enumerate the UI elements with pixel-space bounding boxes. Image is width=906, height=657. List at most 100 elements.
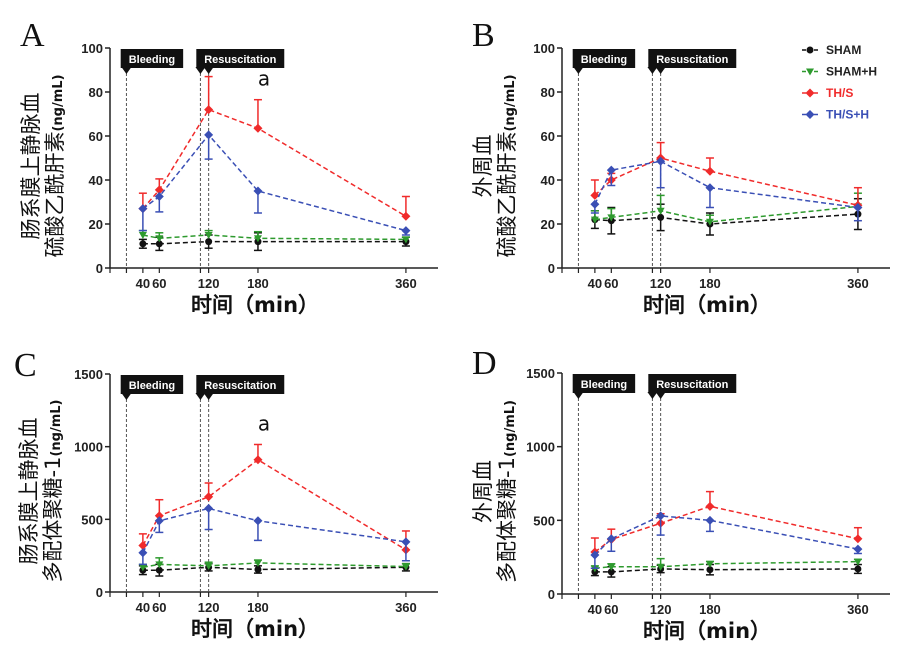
y-tick-label: 500 — [533, 513, 555, 528]
bleeding-arrow — [121, 393, 132, 400]
data-point — [853, 544, 863, 554]
bleeding-arrow — [121, 67, 132, 74]
data-point — [590, 216, 599, 224]
y-axis-label-line1: 外周血 — [471, 460, 495, 523]
data-point — [656, 207, 665, 215]
data-point — [607, 563, 616, 571]
legend-label: TH/S+H — [826, 108, 869, 122]
series-th-s — [138, 75, 411, 221]
series-th-s — [138, 443, 411, 555]
data-point — [254, 565, 262, 573]
y-tick-label: 0 — [96, 261, 103, 276]
series-line — [142, 133, 407, 232]
resuscitation-arrow — [655, 67, 666, 74]
data-point — [656, 563, 665, 571]
resuscitation-label: Resuscitation — [204, 380, 276, 392]
bleeding-band — [120, 375, 184, 394]
series-line — [594, 205, 858, 223]
resuscitation-arrow — [647, 67, 658, 74]
data-point — [606, 165, 616, 175]
series-line — [594, 213, 858, 225]
data-point — [138, 232, 147, 239]
series-th-s-h — [138, 503, 411, 566]
data-point — [590, 550, 600, 560]
series-sham-h — [590, 192, 862, 226]
data-point — [657, 213, 665, 221]
data-point — [253, 516, 263, 526]
data-point — [154, 192, 164, 201]
series-th-s-h — [138, 130, 411, 236]
y-tick-label: 60 — [541, 129, 555, 144]
data-point — [401, 537, 411, 547]
panel-letter: B — [472, 17, 495, 54]
data-point — [705, 183, 715, 193]
y-tick-label: 100 — [533, 41, 555, 56]
resuscitation-arrow — [647, 392, 658, 399]
data-point — [853, 534, 863, 544]
x-tick-label: 180 — [699, 602, 721, 617]
series-line — [594, 515, 859, 556]
y-tick-label: 40 — [89, 173, 103, 188]
data-point — [205, 238, 213, 246]
x-tick-label: 120 — [198, 600, 220, 615]
resuscitation-band — [196, 375, 285, 394]
panel-d: D 外周血 多配体聚糖-1(ng/mL) 0 500 1000 1500 40 60 120 180… — [471, 345, 890, 643]
x-tick-label: 60 — [604, 602, 618, 617]
data-point — [853, 558, 862, 566]
bleeding-arrow — [573, 392, 584, 399]
y-tick-label: 0 — [548, 261, 555, 276]
x-tick-label: 180 — [699, 276, 721, 291]
y-axis-label-line2: 硫酸乙酰肝素(ng/mL) — [495, 74, 519, 257]
data-point — [253, 559, 262, 567]
legend-item: TH/S — [802, 86, 853, 100]
y-tick-label: 60 — [89, 129, 103, 144]
data-point — [853, 203, 863, 212]
series-th-s-h — [590, 511, 863, 569]
data-point — [138, 548, 148, 558]
data-point — [154, 516, 164, 526]
y-axis-label-main: 硫酸乙酰肝素 — [43, 132, 67, 258]
data-point — [401, 226, 411, 236]
y-tick-label: 40 — [541, 173, 555, 188]
series-line — [142, 108, 407, 217]
legend-marker — [805, 88, 815, 98]
bleeding-band — [572, 374, 636, 393]
data-point — [138, 204, 148, 214]
data-point — [401, 236, 410, 244]
data-point — [139, 240, 147, 248]
bleeding-arrow — [573, 67, 584, 74]
series-line — [142, 507, 407, 554]
x-tick-label: 360 — [395, 276, 417, 291]
panel-letter: D — [472, 345, 497, 382]
data-point — [138, 564, 147, 572]
significance-annotation: a — [258, 411, 270, 435]
bleeding-label: Bleeding — [129, 380, 175, 392]
resuscitation-arrow — [195, 393, 206, 400]
significance-annotation: a — [258, 67, 270, 91]
legend-marker — [805, 110, 815, 119]
x-tick-label: 360 — [395, 600, 417, 615]
x-tick-label: 120 — [198, 276, 220, 291]
y-tick-label: 1000 — [74, 440, 103, 455]
resuscitation-band — [196, 49, 285, 68]
data-point — [705, 515, 715, 525]
data-point — [154, 185, 164, 195]
y-axis-label-line2: 多配体聚糖-1(ng/mL) — [41, 400, 65, 583]
bleeding-band — [572, 49, 636, 68]
x-tick-label: 120 — [650, 602, 672, 617]
y-tick-label: 1500 — [526, 366, 555, 381]
data-point — [155, 566, 163, 574]
x-axis-label: 时间（min） — [191, 617, 319, 641]
y-axis-label-line1: 肠系膜上静脉血 — [19, 93, 43, 240]
y-axis-label-line2: 硫酸乙酰肝素(ng/mL) — [43, 74, 67, 257]
data-point — [154, 511, 164, 521]
x-tick-label: 60 — [152, 600, 166, 615]
bleeding-label: Bleeding — [129, 54, 175, 66]
x-tick-label: 60 — [152, 276, 166, 291]
legend-label: TH/S — [826, 86, 853, 100]
data-point — [204, 492, 214, 502]
bleeding-label: Bleeding — [581, 54, 627, 66]
data-point — [607, 214, 616, 222]
